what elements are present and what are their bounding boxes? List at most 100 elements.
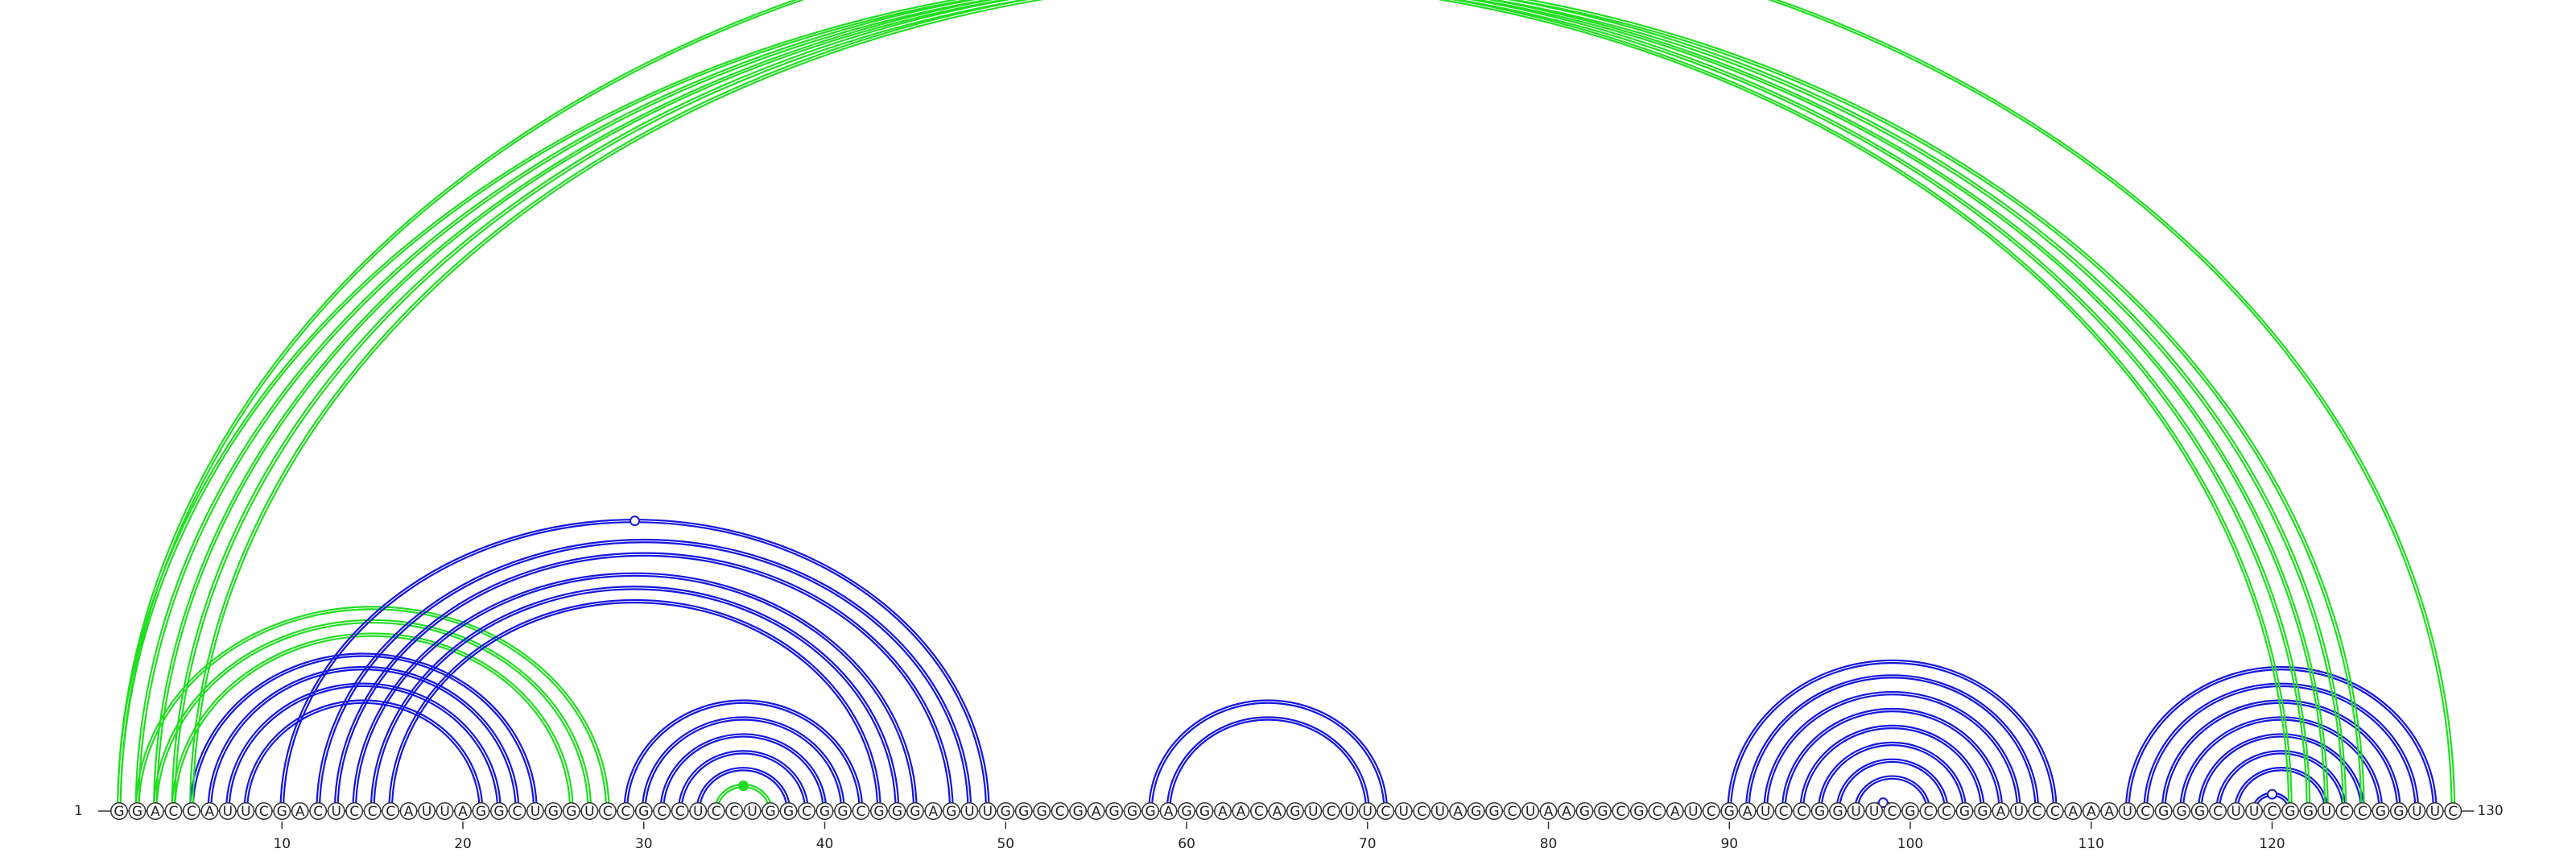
nucleotide-86-letter: C [1652,804,1662,820]
nucleotide-48-circle [960,802,979,820]
arc-58-71-outer [1148,700,1389,812]
nucleotide-18-letter: U [422,804,431,820]
nucleotide-127-letter: G [2393,804,2404,820]
nucleotide-104-circle [1973,802,1992,820]
nucleotide-3: A [147,802,164,820]
nucleotide-95-letter: G [1814,804,1825,820]
nucleotide-63: A [1232,802,1250,820]
nucleotide-38: G [779,802,798,820]
nucleotide-37: G [762,802,780,820]
nucleotide-41-circle [834,802,852,820]
nucleotide-56-letter: G [1109,804,1120,820]
nucleotide-106-letter: U [2014,804,2024,820]
nucleotide-16-circle [382,802,400,820]
nucleotide-29: C [617,802,635,820]
nucleotide-3-circle [147,802,164,820]
nucleotide-7: U [218,802,237,820]
nucleotide-1-letter: G [114,804,124,820]
nucleotide-87-letter: A [1670,804,1680,820]
nucleotide-32-circle [671,802,689,820]
nucleotide-49-letter: U [983,804,993,820]
nucleotide-71-letter: C [1381,804,1390,820]
nucleotide-39-letter: C [802,804,811,820]
nucleotide-22-circle [490,802,508,820]
nucleotide-58-circle [1141,802,1160,820]
nucleotide-95: G [1810,802,1829,820]
nucleotide-6-letter: A [205,804,215,820]
nucleotide-70-letter: U [1363,804,1373,820]
nucleotide-108: C [2046,802,2064,820]
nucleotide-36-circle [743,802,762,820]
nucleotide-60-circle [1178,802,1195,820]
nucleotide-81-circle [1558,802,1575,820]
arc-112-129-inner [2128,669,2435,812]
nucleotide-52: G [1033,802,1051,820]
nucleotide-71: C [1377,802,1395,820]
arc-15-44-inner [373,588,897,812]
nucleotide-69-circle [1340,802,1359,820]
arc-95-103-inner [1820,743,1964,812]
nucleotide-74-letter: U [1435,804,1444,820]
nucleotide-55: A [1087,802,1105,820]
arc-30-41-outer [641,716,845,812]
nucleotide-45-circle [906,802,924,820]
nucleotide-130-circle [2444,802,2462,820]
nucleotide-117: C [2209,802,2227,820]
nucleotide-107: C [2028,802,2046,820]
nucleotide-62-letter: A [1218,804,1228,820]
nucleotide-84-letter: C [1616,804,1625,820]
nucleotide-38-circle [779,802,798,820]
nucleotide-31: C [653,802,671,820]
nucleotide-19-circle [436,802,454,820]
nucleotide-57: G [1123,802,1141,820]
nucleotide-45-letter: G [910,804,920,820]
nucleotide-55-circle [1087,802,1105,820]
nucleotide-39: C [798,802,815,820]
nucleotide-12-letter: C [313,804,323,820]
nucleotide-107-circle [2028,802,2046,820]
tick-label-40: 40 [816,836,834,852]
nucleotide-100: G [1901,802,1919,820]
nucleotide-7-circle [218,802,237,820]
nucleotide-83-letter: G [1597,804,1608,820]
arc-116-125-inner [2200,736,2363,812]
nucleotide-72: U [1394,802,1413,820]
nucleotide-95-circle [1810,802,1829,820]
nucleotide-68: C [1322,802,1340,820]
arc-117-124-inner [2218,752,2344,812]
nucleotide-92-letter: U [1761,804,1770,820]
nucleotide-89-circle [1702,802,1720,820]
nucleotide-125-letter: C [2358,804,2368,820]
nucleotide-65: A [1268,802,1286,820]
nucleotide-37-letter: G [766,804,776,820]
nucleotide-60-letter: G [1181,804,1191,820]
nucleotide-24-letter: U [530,804,540,820]
nucleotide-55-letter: A [1092,804,1101,820]
nucleotide-54: G [1069,802,1088,820]
arc-90-108-inner [1729,661,2055,812]
arc-59-70-inner [1169,719,1368,812]
nucleotide-23-circle [508,802,526,820]
nucleotide-69: U [1340,802,1359,820]
nucleotide-61-letter: G [1199,804,1210,820]
nucleotide-81-letter: A [1562,804,1571,820]
nucleotide-108-circle [2046,802,2064,820]
nucleotide-128-letter: U [2412,804,2421,820]
nucleotide-114-circle [2154,802,2173,820]
arc-3-123-inner [155,0,2326,812]
nucleotide-118-letter: U [2231,804,2240,820]
nucleotide-111-circle [2100,802,2119,820]
nucleotide-124: C [2335,802,2354,820]
nucleotide-99-letter: C [1888,804,1897,820]
nucleotide-31-letter: C [657,804,667,820]
nucleotide-70-circle [1358,802,1377,820]
nucleotide-56: G [1105,802,1124,820]
nucleotide-87: A [1666,802,1684,820]
nucleotide-33-letter: U [693,804,703,820]
arc-91-107-inner [1748,677,2037,812]
nucleotide-26-letter: G [566,804,576,820]
nucleotide-118-circle [2227,802,2245,820]
nucleotide-84-circle [1612,802,1630,820]
nucleotide-96-circle [1829,802,1847,820]
